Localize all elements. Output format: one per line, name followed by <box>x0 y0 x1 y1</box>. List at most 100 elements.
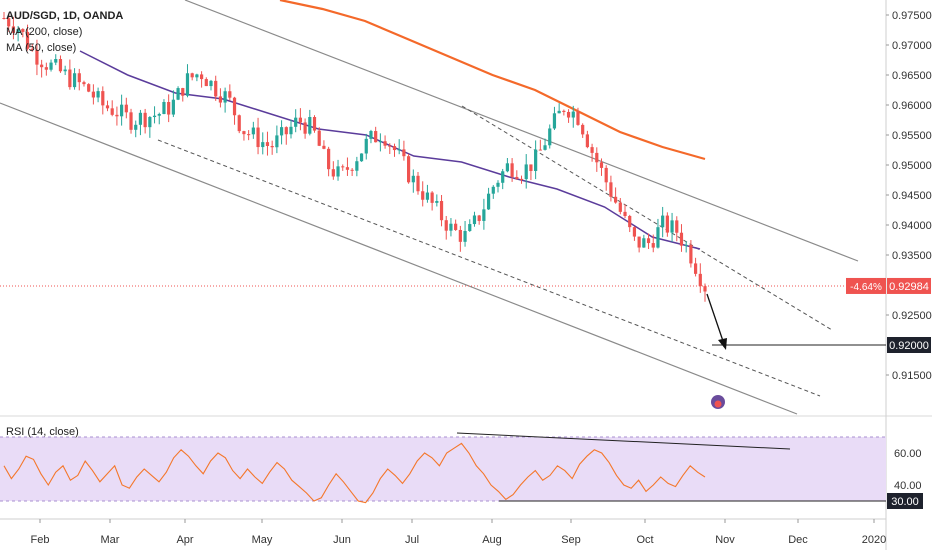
candle-body <box>294 117 298 127</box>
candle-body <box>425 192 430 200</box>
candle-body <box>232 97 237 116</box>
rsi-trend-line <box>456 432 791 450</box>
candle-body <box>637 236 641 248</box>
candle-body <box>477 215 481 221</box>
candle-body <box>167 101 171 115</box>
candle-body <box>510 163 514 177</box>
candle-body <box>279 127 284 136</box>
legend-ma50[interactable]: MA (50, close) <box>6 42 77 54</box>
candle-body <box>25 31 30 49</box>
legend-ma200[interactable]: MA (200, close) <box>6 26 83 38</box>
candle-body <box>275 135 279 148</box>
candle-body <box>284 127 288 135</box>
candle-body <box>599 162 604 168</box>
candle-body <box>35 49 39 65</box>
candle-body <box>237 115 241 132</box>
candle-body <box>703 286 707 292</box>
candle-body <box>91 91 95 98</box>
candle-body <box>345 167 350 170</box>
last-price-value: 0.92984 <box>889 281 929 293</box>
candle-body <box>383 141 387 146</box>
rsi-y-tick-label: 40.00 <box>894 480 922 492</box>
y-tick-label: 0.96000 <box>892 100 932 112</box>
candle-body <box>515 176 519 179</box>
candle-body <box>72 73 77 88</box>
candle-body <box>251 127 255 135</box>
x-tick-label: Dec <box>788 534 808 546</box>
forecast-arrow-head <box>718 338 727 350</box>
x-tick-label: Feb <box>31 534 50 546</box>
candle-body <box>534 149 538 171</box>
candle-body <box>58 59 63 72</box>
candle-body <box>308 117 312 134</box>
candle-body <box>557 110 561 114</box>
candle-body <box>129 112 133 130</box>
candle-body <box>199 74 204 80</box>
candle-body <box>529 164 533 171</box>
candle-body <box>214 80 218 97</box>
candle-body <box>54 59 58 63</box>
channel-upper-line <box>184 0 859 262</box>
x-tick-label: Jun <box>333 534 351 546</box>
candle-body <box>16 29 20 33</box>
y-tick-label: 0.92500 <box>892 310 932 322</box>
candle-body <box>444 220 448 231</box>
y-tick-label: 0.97500 <box>892 10 932 22</box>
candle-body <box>124 104 128 113</box>
candle-body <box>312 117 317 131</box>
candle-body <box>101 91 105 106</box>
rsi-title[interactable]: RSI (14, close) <box>6 426 79 438</box>
candle-body <box>524 164 528 180</box>
candle-body <box>538 149 542 151</box>
candle-body <box>684 244 688 246</box>
candle-body <box>628 215 632 228</box>
y-tick-label: 0.93500 <box>892 250 932 262</box>
candle-body <box>303 122 307 134</box>
candle-body <box>505 163 510 172</box>
candle-body <box>439 201 444 221</box>
rsi-y-tick-label: 60.00 <box>894 448 922 460</box>
candle-body <box>566 111 571 118</box>
candle-body <box>449 223 453 231</box>
last-price-change: -4.64% <box>850 282 882 293</box>
candle-body <box>482 209 486 221</box>
candle-body <box>590 147 594 153</box>
candle-body <box>552 113 557 129</box>
candle-body <box>341 166 345 168</box>
x-tick-label: Sep <box>561 534 581 546</box>
channel-lower-line <box>0 102 798 415</box>
candle-body <box>134 124 138 130</box>
candle-body <box>138 112 143 125</box>
last-price-change-badge <box>846 277 886 294</box>
candle-body <box>496 182 500 187</box>
candle-body <box>317 130 321 146</box>
candle-body <box>96 91 100 98</box>
forecast-arrow-line <box>706 293 725 345</box>
candle-body <box>609 182 613 197</box>
rsi-line <box>3 442 706 504</box>
candle-body <box>359 153 364 162</box>
candle-body <box>571 111 575 118</box>
candle-body <box>543 145 547 150</box>
candle-body <box>152 115 157 118</box>
candle-body <box>162 101 166 114</box>
x-tick-label: Apr <box>176 534 193 546</box>
candle-body <box>374 131 378 143</box>
candle-body <box>604 167 608 183</box>
candle-body <box>77 73 81 83</box>
candle-body <box>190 73 194 78</box>
channel-mid-dashed-line <box>157 139 821 397</box>
candle-body <box>256 127 260 148</box>
candle-body <box>618 202 622 212</box>
candle-body <box>110 108 114 115</box>
x-tick-label: Nov <box>715 534 735 546</box>
candle-body <box>576 111 580 125</box>
y-tick-label: 0.91500 <box>892 370 932 382</box>
candle-body <box>614 196 618 203</box>
candle-body <box>392 146 397 151</box>
rsi-level-label: 30.00 <box>891 496 919 508</box>
y-tick-label: 0.94000 <box>892 220 932 232</box>
candle-body <box>105 105 110 109</box>
candle-body <box>656 227 660 248</box>
candle-body <box>435 201 439 203</box>
